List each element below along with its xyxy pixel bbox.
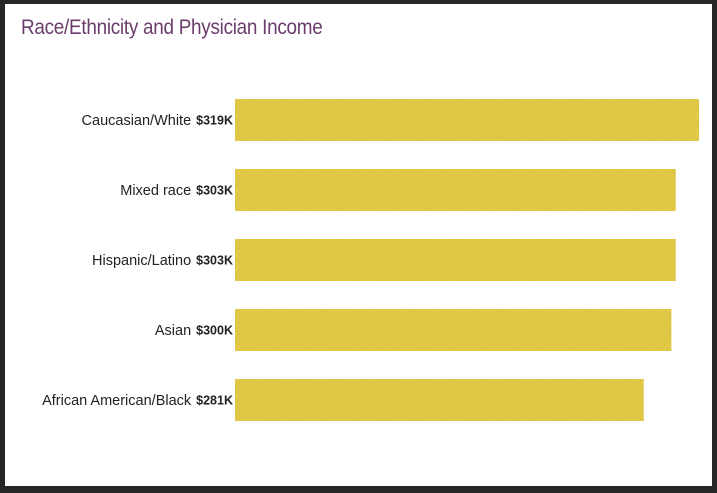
bar-texture-african-american-black [235,379,644,421]
category-label-asian: Asian [155,323,191,339]
value-label-hispanic-latino: $303K [196,254,233,268]
bar-texture-mixed-race [235,169,676,211]
category-label-hispanic-latino: Hispanic/Latino [92,253,191,269]
chart-title: Race/Ethnicity and Physician Income [21,16,323,39]
bar-texture-caucasian-white [235,99,699,141]
value-label-asian: $300K [196,324,233,338]
bar-texture-hispanic-latino [235,239,676,281]
category-label-mixed-race: Mixed race [120,183,191,199]
bar-texture-asian [235,309,672,351]
value-label-african-american-black: $281K [196,394,233,408]
value-label-mixed-race: $303K [196,184,233,198]
chart-card: Race/Ethnicity and Physician Income $319… [5,4,712,486]
bar-chart: $319K Caucasian/White $303K Mixed race $303K… [42,99,699,421]
value-label-caucasian-white: $319K [196,114,233,128]
category-label-african-american-black: African American/Black [42,393,192,409]
category-label-caucasian-white: Caucasian/White [82,113,192,129]
